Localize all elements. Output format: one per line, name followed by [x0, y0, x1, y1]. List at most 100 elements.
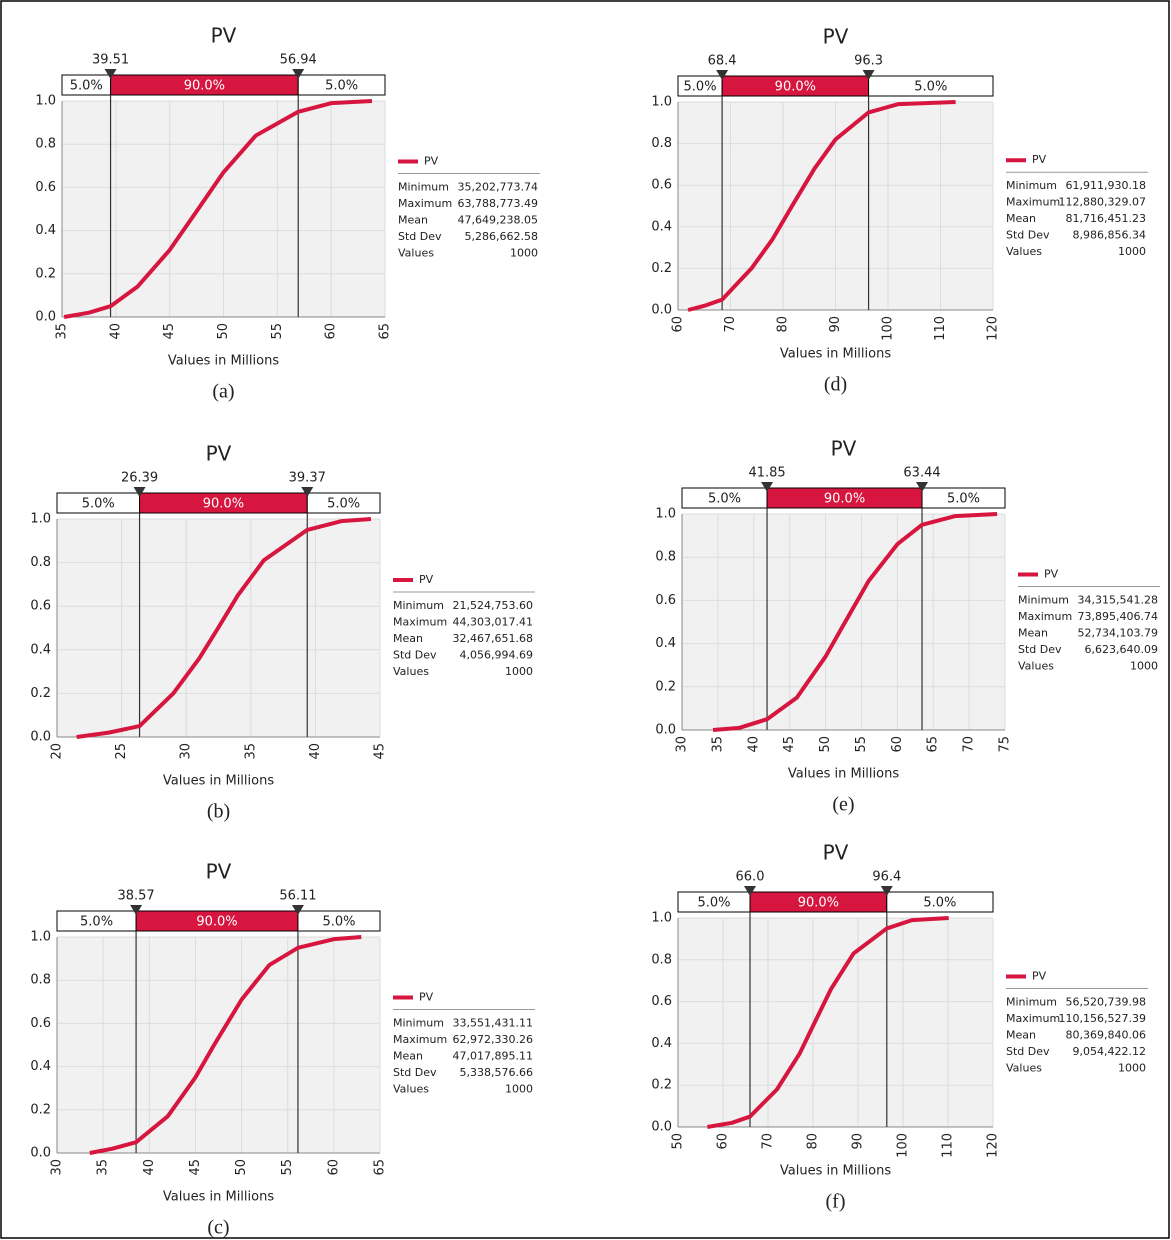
x-axis-label: Values in Millions — [780, 1164, 891, 1179]
chart: 0.0 0.2 0.4 0.6 0.8 1.0 35 40 45 50 55 60 65 PV Values… — [35, 24, 540, 403]
chart: 0.0 0.2 0.4 0.6 0.8 1.0 20 25 30 35 40 45 PV Values i… — [30, 442, 535, 823]
delimiter-marker — [862, 70, 875, 80]
delimiter-label: 38.57 — [117, 889, 154, 904]
x-axis-label: Values in Millions — [163, 1190, 274, 1205]
stat-name: Maximum — [393, 1033, 447, 1046]
stat-value: 80,369,840.06 — [1066, 1029, 1146, 1042]
x-tick-label: 45 — [162, 323, 177, 340]
chart: 0.0 0.2 0.4 0.6 0.8 1.0 60 70 80 90 100 110 120 PV Val… — [651, 25, 1148, 396]
y-tick-label: 0.2 — [35, 266, 56, 281]
stat-name: Maximum — [1006, 196, 1060, 209]
x-tick-label: 35 — [55, 323, 70, 340]
stat-value: 5,338,576.66 — [460, 1066, 533, 1079]
band — [297, 910, 381, 932]
x-tick-label: 30 — [179, 743, 194, 760]
band-label: 5.0% — [914, 80, 947, 95]
x-tick-label: 25 — [114, 743, 129, 760]
x-tick-label: 30 — [50, 1159, 65, 1176]
delimiter-label: 26.39 — [121, 471, 158, 486]
band-label: 5.0% — [70, 79, 103, 94]
stat-value: 56,520,739.98 — [1066, 996, 1146, 1009]
band-label: 5.0% — [708, 492, 741, 507]
stat-name: Values — [393, 1082, 429, 1095]
band-label: 90.0% — [203, 497, 244, 512]
stat-value: 62,972,330.26 — [453, 1033, 533, 1046]
stat-name: Mean — [393, 632, 423, 645]
caption: (d) — [824, 374, 847, 396]
stat-name: Std Dev — [393, 1066, 437, 1079]
stat-value: 33,551,431.11 — [453, 1016, 533, 1029]
stat-value: 110,156,527.39 — [1059, 1012, 1146, 1025]
stat-name: Minimum — [1018, 593, 1069, 606]
chart-title: PV — [211, 24, 237, 48]
x-tick-label: 40 — [308, 743, 323, 760]
cdf-line — [76, 517, 372, 739]
stat-value: 1000 — [505, 1082, 533, 1095]
caption: (e) — [832, 794, 854, 816]
x-tick-label: 45 — [188, 1159, 203, 1176]
stat-name: Mean — [1018, 626, 1048, 639]
band-label: 90.0% — [775, 80, 816, 95]
y-tick-label: 0.0 — [651, 1120, 672, 1135]
y-tick-label: 0.2 — [30, 686, 51, 701]
delimiter-marker — [761, 482, 774, 492]
chart: 0.0 0.2 0.4 0.6 0.8 1.0 50 60 70 80 90 100 110 120 PV V… — [651, 841, 1148, 1213]
delimiter-label: 39.37 — [289, 471, 326, 486]
band-label: 90.0% — [798, 896, 839, 911]
stat-name: Minimum — [398, 180, 449, 193]
band-label: 5.0% — [947, 492, 980, 507]
delimiter-label: 39.51 — [92, 53, 129, 68]
x-tick-label: 60 — [324, 323, 339, 340]
stat-name: Values — [1006, 245, 1042, 258]
x-tick-label: 55 — [854, 736, 869, 753]
band-label: 5.0% — [923, 896, 956, 911]
x-tick-label: 70 — [962, 736, 977, 753]
stat-name: Values — [393, 665, 429, 678]
stat-value: 9,054,422.12 — [1073, 1045, 1146, 1058]
x-tick-label: 40 — [142, 1159, 157, 1176]
y-tick-label: 0.4 — [35, 223, 56, 238]
delimiter-label: 96.4 — [872, 870, 901, 885]
x-tick-label: 75 — [998, 736, 1013, 753]
x-tick-label: 45 — [782, 736, 797, 753]
plot-area — [678, 918, 993, 1127]
y-tick-label: 0.4 — [655, 636, 676, 651]
band-label: 90.0% — [196, 915, 237, 930]
x-tick-label: 50 — [818, 736, 833, 753]
stat-name: Maximum — [1006, 1012, 1060, 1025]
y-tick-label: 0.2 — [651, 1078, 672, 1093]
band-label: 5.0% — [684, 80, 717, 95]
delimiter-label: 63.44 — [903, 466, 940, 481]
cdf-line — [687, 100, 956, 312]
delimiter-label: 41.85 — [748, 466, 785, 481]
y-tick-label: 0.8 — [30, 973, 51, 988]
y-tick-label: 0.6 — [35, 180, 56, 195]
x-tick-label: 50 — [216, 323, 231, 340]
x-axis-label: Values in Millions — [780, 347, 891, 362]
stat-name: Mean — [1006, 1029, 1036, 1042]
x-tick-label: 110 — [933, 316, 948, 341]
x-tick-label: 80 — [776, 316, 791, 333]
stat-value: 61,911,930.18 — [1066, 179, 1146, 192]
band — [297, 74, 386, 96]
stat-value: 1000 — [510, 246, 538, 259]
band-label: 5.0% — [325, 79, 358, 94]
chart-title: PV — [823, 25, 849, 49]
stat-name: Minimum — [1006, 179, 1057, 192]
stat-value: 44,303,017.41 — [453, 616, 533, 629]
caption: (f) — [826, 1191, 846, 1213]
stat-value: 5,286,662.58 — [465, 230, 538, 243]
stat-value: 47,017,895.11 — [453, 1049, 533, 1062]
y-tick-label: 1.0 — [651, 95, 672, 110]
stat-name: Minimum — [1006, 996, 1057, 1009]
x-axis-label: Values in Millions — [168, 354, 279, 369]
y-tick-label: 0.8 — [651, 952, 672, 967]
y-tick-label: 0.6 — [651, 994, 672, 1009]
stat-value: 34,315,541.28 — [1078, 593, 1158, 606]
stat-value: 8,986,856.34 — [1073, 229, 1146, 242]
legend-label: PV — [419, 573, 434, 586]
band-label: 90.0% — [184, 79, 225, 94]
stat-value: 1000 — [1118, 1062, 1146, 1075]
x-tick-label: 80 — [806, 1133, 821, 1150]
